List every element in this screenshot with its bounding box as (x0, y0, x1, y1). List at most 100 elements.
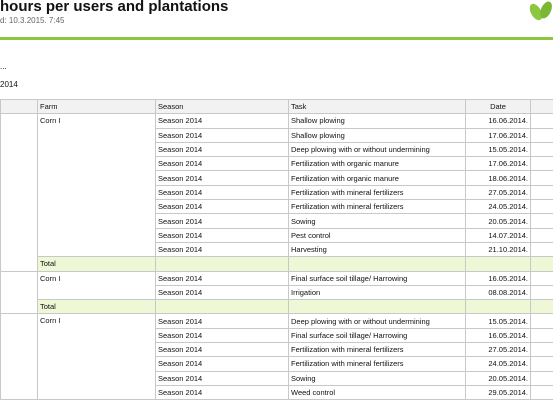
extra-cell (530, 270, 553, 286)
total-cell (465, 299, 531, 315)
table-row: Season 2014 Fertilization with mineral fe… (1, 199, 553, 215)
table-row: Season 2014 Deep plowing with or without … (1, 141, 553, 158)
table-row: Season 2014 Fertilization with mineral fe… (1, 356, 553, 372)
header-rule (0, 37, 553, 40)
task-cell: Sowing (288, 370, 466, 386)
task-cell: Shallow plowing (288, 113, 466, 129)
date-cell: 15.05.2014. (465, 141, 531, 158)
date-cell: 14.07.2014. (465, 227, 531, 243)
extra-cell (530, 356, 553, 372)
table-row: Season 2014 Irrigation 08.08.2014. (1, 284, 553, 301)
header-cell: Farm (37, 99, 156, 115)
header-cell (0, 99, 38, 115)
task-cell: Deep plowing with or without undermining (288, 141, 466, 158)
date-cell: 16.06.2014. (465, 113, 531, 129)
report-date: d: 10.3.2015. 7:45 (0, 16, 65, 25)
header-cell: Task (288, 99, 466, 115)
extra-cell (530, 370, 553, 386)
total-cell (465, 256, 531, 272)
task-cell: Pest control (288, 227, 466, 243)
task-cell: Weed control (288, 384, 466, 400)
table-row: Season 2014 Pest control 14.07.2014. (1, 227, 553, 243)
season-cell: Season 2014 (155, 213, 289, 229)
table-row: Corn I Season 2014 Shallow plowing 16.06.20… (0, 113, 553, 272)
date-cell: 20.05.2014. (465, 370, 531, 386)
table-row: Season 2014 Fertilization with organic ma… (1, 156, 553, 172)
season-cell: Season 2014 (155, 241, 289, 258)
total-row: Total (1, 299, 553, 315)
extra-cell (530, 184, 553, 201)
task-cell: Final surface soil tillage/ Harrowing (288, 327, 466, 344)
date-cell: 24.05.2014. (465, 356, 531, 372)
season-cell: Season 2014 (155, 356, 289, 372)
extra-cell (530, 241, 553, 258)
season-cell: Season 2014 (155, 113, 289, 129)
report-table: Farm Season Task Date Corn I Season 2014 S… (0, 99, 553, 400)
extra-cell (530, 199, 553, 215)
date-cell: 20.05.2014. (465, 213, 531, 229)
total-cell (288, 299, 466, 315)
logo (529, 1, 552, 21)
task-cell: Fertilization with organic manure (288, 156, 466, 172)
table-row: Corn I Season 2014 Final surface soil till… (0, 270, 553, 315)
header-cell (530, 99, 553, 115)
group-cell (0, 270, 38, 315)
date-cell: 29.05.2014. (465, 384, 531, 400)
extra-cell (530, 170, 553, 186)
table-row: Season 2014 Sowing 20.05.2014. (1, 213, 553, 229)
table-row: Corn I Season 2014 Deep plowing with or wi… (0, 313, 553, 400)
date-cell: 16.05.2014. (465, 327, 531, 344)
date-cell: 17.06.2014. (465, 156, 531, 172)
season-cell: Season 2014 (155, 370, 289, 386)
total-cell (155, 256, 289, 272)
extra-cell (530, 141, 553, 158)
task-cell: Shallow plowing (288, 127, 466, 143)
season-cell: Season 2014 (155, 384, 289, 400)
extra-cell (530, 342, 553, 358)
season-cell: Season 2014 (155, 170, 289, 186)
total-cell (530, 299, 553, 315)
farm-cell: Corn I (37, 313, 156, 400)
header-row: Farm Season Task Date (0, 99, 553, 115)
task-cell: Fertilization with mineral fertilizers (288, 199, 466, 215)
extra-cell (530, 327, 553, 344)
extra-cell (530, 384, 553, 400)
table-row: Season 2014 Fertilization with mineral fe… (1, 184, 553, 201)
table-container: Farm Season Task Date Corn I Season 2014 S… (0, 99, 553, 400)
date-cell: 24.05.2014. (465, 199, 531, 215)
date-cell: 27.05.2014. (465, 184, 531, 201)
extra-cell (530, 113, 553, 129)
season-cell: Season 2014 (155, 284, 289, 301)
header-cell: Date (465, 99, 531, 115)
extra-cell (530, 284, 553, 301)
total-label: Total (37, 299, 156, 315)
season-cell: Season 2014 (155, 156, 289, 172)
table-row: Season 2014 Final surface soil tillage/ H… (1, 327, 553, 344)
report-title: hours per users and plantations (0, 0, 229, 15)
total-label: Total (37, 256, 156, 272)
date-cell: 15.05.2014. (465, 313, 531, 329)
task-cell: Deep plowing with or without undermining (288, 313, 466, 329)
date-cell: 16.05.2014. (465, 270, 531, 286)
task-cell: Fertilization with mineral fertilizers (288, 356, 466, 372)
group-cell (0, 313, 38, 400)
table-row: Season 2014 Shallow plowing 17.06.2014. (1, 127, 553, 143)
season-cell: Season 2014 (155, 327, 289, 344)
task-cell: Final surface soil tillage/ Harrowing (288, 270, 466, 286)
extra-cell (530, 213, 553, 229)
total-cell (288, 256, 466, 272)
season-cell: Season 2014 (155, 270, 289, 286)
filter-text: ... (0, 62, 7, 71)
task-cell: Fertilization with organic manure (288, 170, 466, 186)
task-cell: Irrigation (288, 284, 466, 301)
date-cell: 18.06.2014. (465, 170, 531, 186)
date-cell: 17.06.2014. (465, 127, 531, 143)
total-cell (530, 256, 553, 272)
extra-cell (530, 127, 553, 143)
season-cell: Season 2014 (155, 141, 289, 158)
date-cell: 08.08.2014. (465, 284, 531, 301)
extra-cell (530, 313, 553, 329)
table-row: Season 2014 Weed control 29.05.2014. (1, 384, 553, 400)
group-cell (0, 113, 38, 272)
